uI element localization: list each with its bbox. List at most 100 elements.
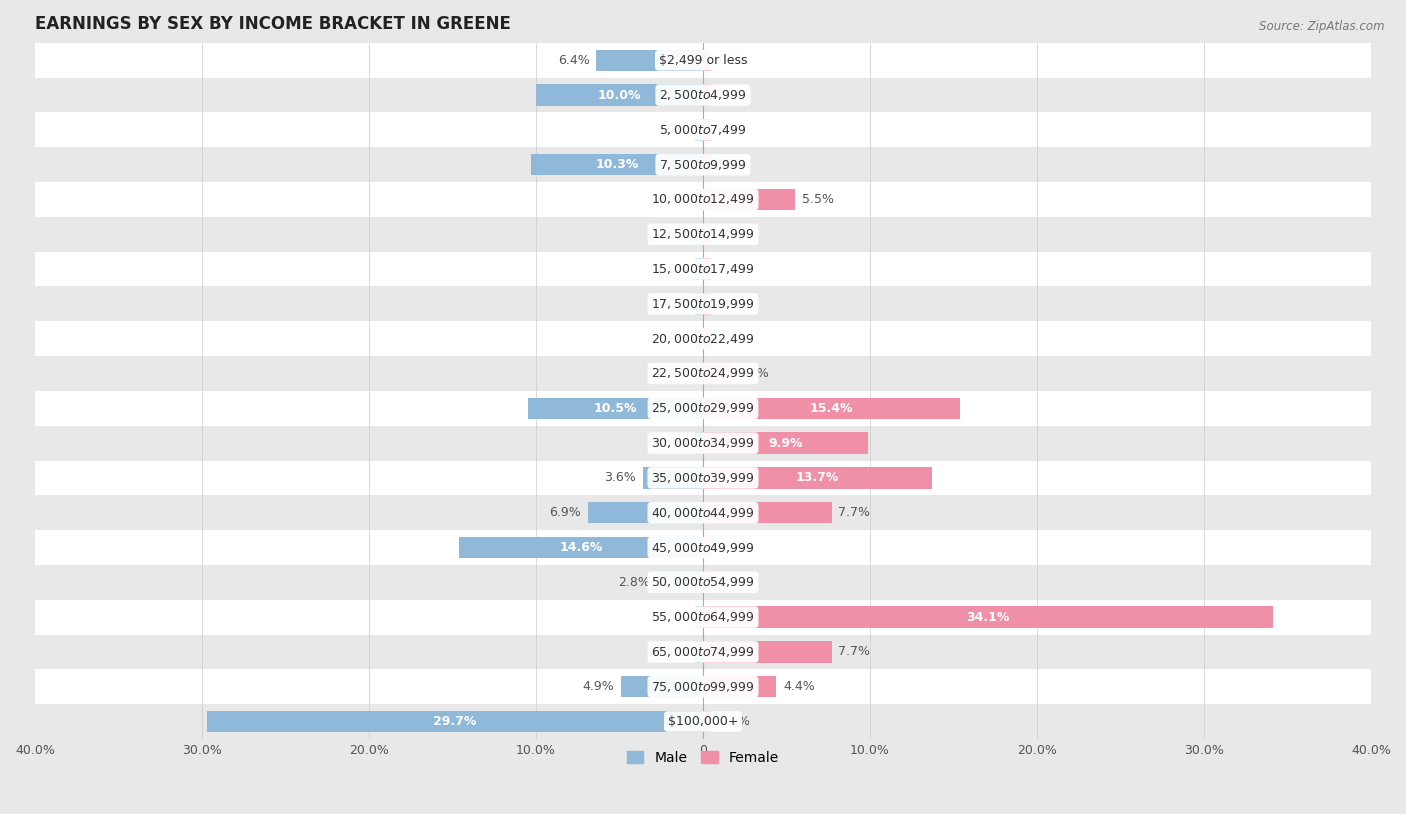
Text: $25,000 to $29,999: $25,000 to $29,999 <box>651 401 755 415</box>
Text: $2,500 to $4,999: $2,500 to $4,999 <box>659 88 747 102</box>
Bar <box>703 432 869 454</box>
Text: 0.0%: 0.0% <box>718 541 749 554</box>
Text: $55,000 to $64,999: $55,000 to $64,999 <box>651 610 755 624</box>
Text: 34.1%: 34.1% <box>966 610 1010 624</box>
Text: 0.26%: 0.26% <box>648 436 688 449</box>
Bar <box>531 154 703 176</box>
Text: $50,000 to $54,999: $50,000 to $54,999 <box>651 575 755 589</box>
Text: 0.0%: 0.0% <box>718 332 749 345</box>
Bar <box>703 189 794 210</box>
Bar <box>35 634 1371 669</box>
Bar <box>35 600 1371 634</box>
Bar <box>703 536 711 558</box>
Bar <box>703 606 1272 628</box>
Bar <box>35 704 1371 739</box>
Text: 7.7%: 7.7% <box>838 506 870 519</box>
Bar <box>695 293 703 315</box>
Bar <box>35 356 1371 391</box>
Bar <box>35 182 1371 217</box>
Bar <box>35 43 1371 77</box>
Bar <box>596 50 703 71</box>
Bar <box>703 119 711 141</box>
Text: $40,000 to $44,999: $40,000 to $44,999 <box>651 505 755 519</box>
Bar <box>695 189 703 210</box>
Text: EARNINGS BY SEX BY INCOME BRACKET IN GREENE: EARNINGS BY SEX BY INCOME BRACKET IN GRE… <box>35 15 510 33</box>
Text: 10.5%: 10.5% <box>593 402 637 415</box>
Text: 0.0%: 0.0% <box>657 263 688 276</box>
Text: 0.0%: 0.0% <box>657 193 688 206</box>
Bar <box>35 530 1371 565</box>
Bar <box>695 363 703 384</box>
Bar <box>703 50 711 71</box>
Bar <box>703 293 711 315</box>
Bar <box>703 363 731 384</box>
Bar <box>703 502 831 523</box>
Text: 4.4%: 4.4% <box>783 681 815 694</box>
Text: $35,000 to $39,999: $35,000 to $39,999 <box>651 471 755 485</box>
Text: $2,499 or less: $2,499 or less <box>659 54 747 67</box>
Bar <box>621 676 703 698</box>
Text: 6.9%: 6.9% <box>550 506 581 519</box>
Text: 1.7%: 1.7% <box>738 367 770 380</box>
Bar <box>695 119 703 141</box>
Text: 2.8%: 2.8% <box>617 575 650 589</box>
Text: 6.4%: 6.4% <box>558 54 589 67</box>
Text: 0.0%: 0.0% <box>718 158 749 171</box>
Text: Source: ZipAtlas.com: Source: ZipAtlas.com <box>1260 20 1385 33</box>
Bar <box>703 328 711 349</box>
Bar <box>35 147 1371 182</box>
Bar <box>35 426 1371 461</box>
Text: 0.0%: 0.0% <box>718 297 749 310</box>
Text: 0.0%: 0.0% <box>657 332 688 345</box>
Text: 3.6%: 3.6% <box>605 471 636 484</box>
Bar <box>703 676 776 698</box>
Text: 0.0%: 0.0% <box>718 89 749 102</box>
Bar <box>35 565 1371 600</box>
Bar <box>703 85 711 106</box>
Bar <box>695 432 703 454</box>
Text: $7,500 to $9,999: $7,500 to $9,999 <box>659 158 747 172</box>
Bar <box>35 461 1371 495</box>
Bar <box>695 641 703 663</box>
Text: $30,000 to $34,999: $30,000 to $34,999 <box>651 436 755 450</box>
Bar <box>703 711 711 733</box>
Text: 0.0%: 0.0% <box>718 124 749 137</box>
Text: $22,500 to $24,999: $22,500 to $24,999 <box>651 366 755 380</box>
Text: 0.0%: 0.0% <box>657 610 688 624</box>
Bar <box>35 287 1371 322</box>
Bar <box>703 258 711 280</box>
Text: 0.0%: 0.0% <box>657 228 688 241</box>
Bar <box>460 536 703 558</box>
Bar <box>703 571 711 593</box>
Text: 0.0%: 0.0% <box>718 228 749 241</box>
Text: 0.0%: 0.0% <box>657 297 688 310</box>
Text: 13.7%: 13.7% <box>796 471 839 484</box>
Text: $15,000 to $17,499: $15,000 to $17,499 <box>651 262 755 276</box>
Text: $45,000 to $49,999: $45,000 to $49,999 <box>651 540 755 554</box>
Text: $100,000+: $100,000+ <box>668 715 738 728</box>
Text: 0.0%: 0.0% <box>657 367 688 380</box>
Bar <box>35 217 1371 252</box>
Text: 0.0%: 0.0% <box>718 54 749 67</box>
Bar <box>695 606 703 628</box>
Bar <box>527 397 703 419</box>
Text: 10.0%: 10.0% <box>598 89 641 102</box>
Text: 9.9%: 9.9% <box>769 436 803 449</box>
Bar <box>35 669 1371 704</box>
Bar <box>643 467 703 488</box>
Text: $10,000 to $12,499: $10,000 to $12,499 <box>651 192 755 207</box>
Bar <box>35 495 1371 530</box>
Text: $75,000 to $99,999: $75,000 to $99,999 <box>651 680 755 694</box>
Text: $65,000 to $74,999: $65,000 to $74,999 <box>651 645 755 659</box>
Bar <box>35 112 1371 147</box>
Bar <box>695 224 703 245</box>
Bar <box>207 711 703 733</box>
Text: 15.4%: 15.4% <box>810 402 853 415</box>
Text: 29.7%: 29.7% <box>433 715 477 728</box>
Text: 0.0%: 0.0% <box>657 124 688 137</box>
Bar <box>536 85 703 106</box>
Text: 10.3%: 10.3% <box>595 158 638 171</box>
Text: $12,500 to $14,999: $12,500 to $14,999 <box>651 227 755 241</box>
Text: $20,000 to $22,499: $20,000 to $22,499 <box>651 331 755 346</box>
Bar <box>703 397 960 419</box>
